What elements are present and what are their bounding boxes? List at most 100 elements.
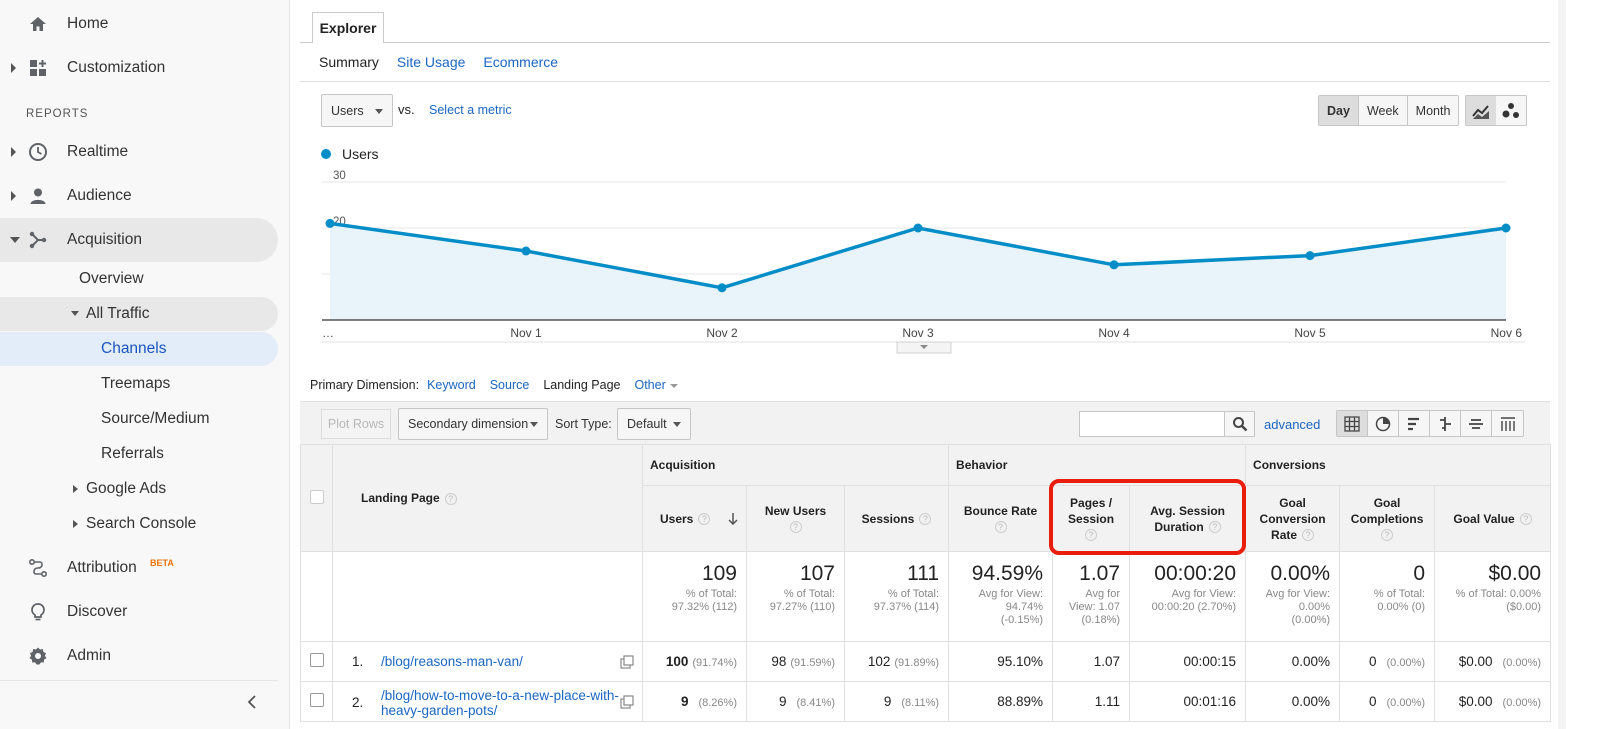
sidebar-item-source-medium[interactable]: Source/Medium (0, 402, 278, 436)
highlight-annotation-box (1049, 479, 1246, 555)
dimension-other[interactable]: Other (634, 378, 678, 392)
total-value: 00:00:20 (1154, 562, 1237, 585)
column-sessions[interactable]: Sessions? (843, 485, 950, 552)
column-new-users[interactable]: New Users? (746, 485, 845, 552)
total-note: % of Total: (685, 588, 737, 600)
search-icon (1232, 417, 1247, 432)
row-checkbox[interactable] (309, 693, 324, 707)
subtab-ecommerce[interactable]: Ecommerce (483, 54, 559, 70)
sort-type-dropdown[interactable]: Default (617, 408, 691, 440)
subtab-summary[interactable]: Summary (319, 54, 379, 70)
period-week-button[interactable]: Week (1358, 96, 1408, 125)
help-icon[interactable]: ? (789, 521, 802, 534)
advanced-filter-link[interactable]: advanced (1264, 417, 1321, 432)
help-icon[interactable]: ? (919, 513, 932, 526)
x-tick-label: Nov 1 (510, 326, 542, 340)
motion-chart-button[interactable] (1496, 96, 1526, 125)
cell-pages-per-session: 1.11 (1052, 681, 1131, 722)
data-point (913, 223, 923, 233)
sidebar-item-treemaps[interactable]: Treemaps (0, 367, 278, 401)
column-users[interactable]: Users? (642, 485, 747, 552)
column-label: Rate (1271, 527, 1298, 542)
cell-goal-completions: 0 (0.00%) (1339, 681, 1436, 722)
landing-page-link[interactable]: /blog/reasons-man-van/ (381, 654, 523, 669)
total-goal-conversion-rate: 0.00% Avg for View: 0.00% (0.00%) (1245, 551, 1341, 642)
row-check-cell (300, 641, 333, 682)
data-view-button[interactable] (1337, 411, 1368, 436)
column-landing-page[interactable]: Landing Page? (332, 444, 643, 552)
x-tick-label: Nov 4 (1098, 326, 1130, 340)
total-note: (-0.15%) (1000, 614, 1044, 626)
cell-bounce-rate: 88.89% (948, 681, 1054, 722)
cell-percent: (8.11%) (901, 697, 940, 709)
data-point (717, 283, 727, 293)
performance-view-button[interactable] (1399, 411, 1430, 436)
sidebar-item-all-traffic[interactable]: All Traffic (0, 297, 278, 331)
sidebar-item-customization[interactable]: Customization (0, 46, 278, 90)
sidebar-item-attribution[interactable]: Attribution BETA (0, 546, 278, 590)
help-icon[interactable]: ? (1381, 529, 1394, 542)
sidebar-item-overview[interactable]: Overview (0, 262, 278, 296)
tab-explorer[interactable]: Explorer (312, 12, 384, 43)
cell-value: 9 (883, 694, 892, 709)
open-page-icon[interactable] (620, 695, 634, 709)
total-value: 109 (701, 562, 737, 585)
sidebar-item-realtime[interactable]: Realtime (0, 130, 278, 174)
help-icon[interactable]: ? (1519, 513, 1532, 526)
total-value: 94.59% (971, 562, 1044, 585)
help-icon[interactable]: ? (698, 513, 711, 526)
total-note: % of Total: (887, 588, 940, 600)
cell-goal-value: $0.00 (0.00%) (1434, 641, 1552, 682)
comparison-view-button[interactable] (1430, 411, 1461, 436)
help-icon[interactable]: ? (444, 492, 457, 505)
subtab-site-usage[interactable]: Site Usage (396, 54, 466, 70)
help-icon[interactable]: ? (1085, 529, 1098, 542)
sidebar-item-channels[interactable]: Channels (0, 332, 278, 366)
cell-percent: (0.00%) (1386, 657, 1426, 669)
period-month-button[interactable]: Month (1407, 96, 1459, 125)
chevron-down-icon (669, 383, 678, 388)
column-goal-value[interactable]: Goal Value? (1434, 485, 1552, 552)
column-goal-completions[interactable]: Goal Completions? (1339, 485, 1436, 552)
help-icon[interactable]: ? (994, 521, 1007, 534)
total-note: 97.32% (112) (671, 601, 737, 613)
cell-avg-session-duration: 00:00:15 (1129, 641, 1247, 682)
table-search-input[interactable] (1079, 411, 1225, 437)
dimension-keyword[interactable]: Keyword (427, 378, 476, 392)
legend-label: Users (342, 146, 379, 162)
secondary-dimension-dropdown[interactable]: Secondary dimension (398, 408, 548, 440)
total-note: % of Total: 0.00% (1455, 588, 1542, 600)
sidebar-item-referrals[interactable]: Referrals (0, 437, 278, 471)
line-chart-button[interactable] (1466, 96, 1496, 125)
sidebar-item-google-ads[interactable]: Google Ads (0, 472, 278, 506)
sidebar-item-discover[interactable]: Discover (0, 590, 278, 634)
column-avg-session-duration[interactable]: Avg. Session Duration? (1129, 485, 1247, 552)
column-bounce-rate[interactable]: Bounce Rate? (948, 485, 1054, 552)
open-page-icon[interactable] (620, 655, 634, 669)
sidebar-item-home[interactable]: Home (0, 2, 278, 46)
table-search-button[interactable] (1224, 411, 1255, 437)
acquisition-icon (29, 231, 47, 249)
collapse-sidebar-icon[interactable] (244, 694, 260, 710)
help-icon[interactable]: ? (1302, 529, 1315, 542)
term-cloud-view-button[interactable] (1461, 411, 1492, 436)
percentage-view-button[interactable] (1368, 411, 1399, 436)
period-day-button[interactable]: Day (1319, 96, 1359, 125)
sidebar-item-admin[interactable]: Admin (0, 634, 278, 678)
select-all-checkbox[interactable] (309, 489, 324, 504)
sidebar-item-audience[interactable]: Audience (0, 174, 278, 218)
help-icon[interactable]: ? (1208, 521, 1221, 534)
pivot-view-button[interactable] (1492, 411, 1523, 436)
sidebar-item-acquisition[interactable]: Acquisition (0, 218, 278, 262)
dimension-landing-page[interactable]: Landing Page (543, 378, 621, 392)
page-scrollbar[interactable] (1558, 0, 1566, 729)
landing-page-link[interactable]: /blog/how-to-move-to-a-new-place-with-he… (381, 688, 619, 718)
plot-rows-button[interactable]: Plot Rows (321, 409, 391, 439)
total-note: % of Total: (783, 588, 835, 600)
dimension-source[interactable]: Source (489, 378, 530, 392)
row-checkbox[interactable] (309, 653, 324, 667)
sidebar-item-search-console[interactable]: Search Console (0, 507, 278, 541)
select-metric-link[interactable]: Select a metric (429, 103, 512, 117)
column-goal-conversion-rate[interactable]: Goal Conversion Rate? (1245, 485, 1341, 552)
metric-dropdown[interactable]: Users (321, 94, 393, 127)
